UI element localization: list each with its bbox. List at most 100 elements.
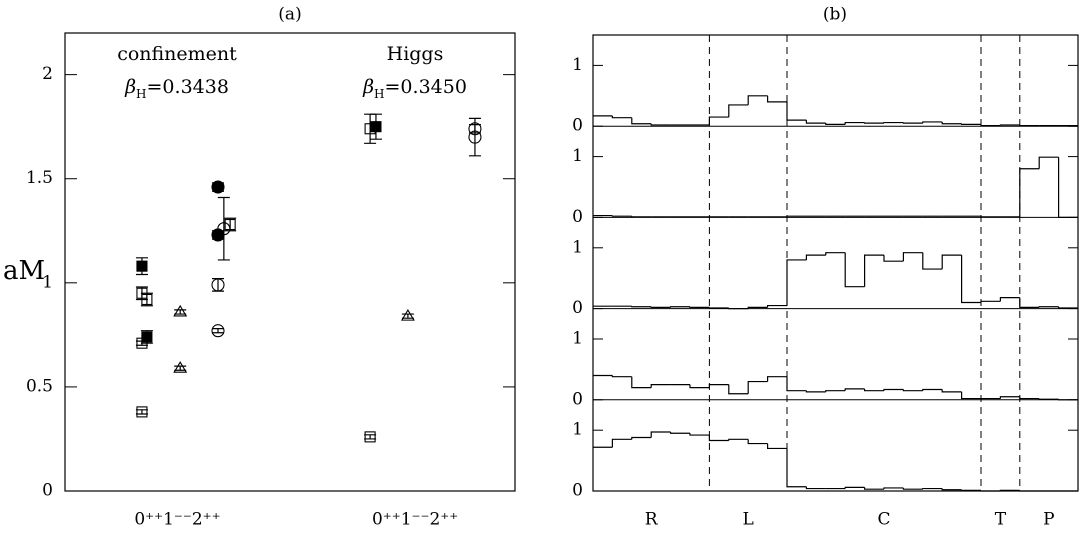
annotation-text: =0.3438 xyxy=(147,76,229,98)
histogram-step xyxy=(922,487,943,490)
histogram-step xyxy=(708,384,729,388)
histogram-step xyxy=(631,117,652,125)
annotation-text: confinement xyxy=(117,43,237,65)
histogram-step xyxy=(631,376,652,389)
histogram-step xyxy=(650,306,671,308)
annotation-text: Higgs xyxy=(387,43,444,65)
histogram-step xyxy=(708,435,729,442)
error-bar xyxy=(174,365,187,371)
marker-triangle xyxy=(173,361,188,373)
histogram-step xyxy=(999,297,1020,302)
histogram-step xyxy=(980,490,1001,492)
error-bar xyxy=(217,196,230,261)
panel-title: (a) xyxy=(278,5,301,25)
histogram-step xyxy=(864,388,884,392)
histogram-step xyxy=(631,436,652,440)
histogram-step xyxy=(728,384,749,395)
histogram-step xyxy=(747,306,768,309)
y-tick-label: 2 xyxy=(42,64,53,84)
plot-frame xyxy=(64,32,516,492)
region-label: T xyxy=(995,510,1007,530)
y-tick-label: 1.5 xyxy=(26,168,53,188)
histogram-step xyxy=(805,120,826,124)
marker-square xyxy=(136,406,148,418)
panel-title: (b) xyxy=(823,5,847,25)
histogram-step xyxy=(1019,490,1040,492)
histogram-step xyxy=(961,489,981,491)
histogram-step xyxy=(902,122,923,124)
marker-triangle xyxy=(173,304,188,317)
histogram-step xyxy=(767,443,787,450)
histogram-step xyxy=(611,115,632,119)
annotation-text: =0.3450 xyxy=(385,76,467,98)
histogram-step xyxy=(999,489,1020,491)
y-tick-label: 0 xyxy=(572,116,583,136)
histogram-step xyxy=(1038,398,1059,400)
region-label: P xyxy=(1043,510,1054,530)
marker-circle xyxy=(217,222,231,236)
histogram-step xyxy=(922,121,943,124)
marker-circle xyxy=(211,180,225,194)
annotation: βH=0.3438 xyxy=(124,76,229,101)
histogram-step xyxy=(650,431,671,438)
histogram-step xyxy=(747,439,768,445)
histogram-step xyxy=(883,121,904,124)
histogram-step xyxy=(786,259,807,306)
annotation-subscript: H xyxy=(136,87,146,101)
annotation-symbol: β xyxy=(124,76,136,98)
histogram-step xyxy=(767,376,787,382)
histogram-step xyxy=(922,252,943,270)
histogram-step xyxy=(825,390,846,392)
marker-square xyxy=(364,431,376,443)
histogram-step xyxy=(631,306,652,308)
annotation: βH=0.3450 xyxy=(362,76,467,101)
histogram-step xyxy=(728,438,749,441)
error-bar xyxy=(468,124,481,134)
histogram-step xyxy=(980,124,1001,127)
annotation-subscript: H xyxy=(374,87,384,101)
y-tick-label: 1 xyxy=(42,272,53,292)
histogram-step xyxy=(1019,168,1040,217)
y-tick-label: 0 xyxy=(572,481,583,501)
histogram-step xyxy=(805,254,826,260)
histogram-step xyxy=(961,391,981,400)
histogram-step xyxy=(631,216,652,218)
histogram-step xyxy=(922,388,943,391)
histogram-step xyxy=(728,307,749,310)
histogram-step xyxy=(825,252,846,256)
histogram-step xyxy=(999,396,1020,399)
histogram-step xyxy=(786,101,807,121)
histogram-step xyxy=(650,123,671,126)
histogram-step xyxy=(805,486,826,490)
region-label: R xyxy=(645,510,659,530)
histogram-step xyxy=(1019,297,1040,308)
histogram-step xyxy=(864,487,884,490)
histogram-step xyxy=(1038,156,1059,169)
histogram-step xyxy=(1058,157,1078,218)
histogram-step xyxy=(902,389,923,392)
y-tick-label: 0 xyxy=(572,389,583,409)
marker-square xyxy=(136,260,148,272)
error-bar xyxy=(140,292,153,307)
histogram-step xyxy=(767,304,787,308)
histogram-step xyxy=(941,121,962,125)
y-tick-label: 1 xyxy=(572,55,583,75)
x-tick-label: 0⁺⁺1⁻⁻2⁺⁺ xyxy=(372,510,458,530)
x-tick-label: 0⁺⁺1⁻⁻2⁺⁺ xyxy=(134,510,220,530)
error-bar xyxy=(174,309,187,315)
histogram-step xyxy=(708,307,729,309)
histogram-step xyxy=(941,254,962,270)
region-label: C xyxy=(877,510,890,530)
histogram-step xyxy=(689,433,710,436)
histogram-step xyxy=(786,215,807,217)
histogram-step xyxy=(689,306,710,308)
histogram-step xyxy=(767,95,787,103)
histogram-step xyxy=(747,380,768,394)
annotation: Higgs xyxy=(387,43,444,65)
histogram-step xyxy=(1058,399,1078,401)
histogram-step xyxy=(689,384,710,389)
histogram-step xyxy=(805,390,826,393)
plot-frame xyxy=(592,34,1079,492)
histogram-step xyxy=(708,116,729,125)
histogram-step xyxy=(747,95,768,105)
